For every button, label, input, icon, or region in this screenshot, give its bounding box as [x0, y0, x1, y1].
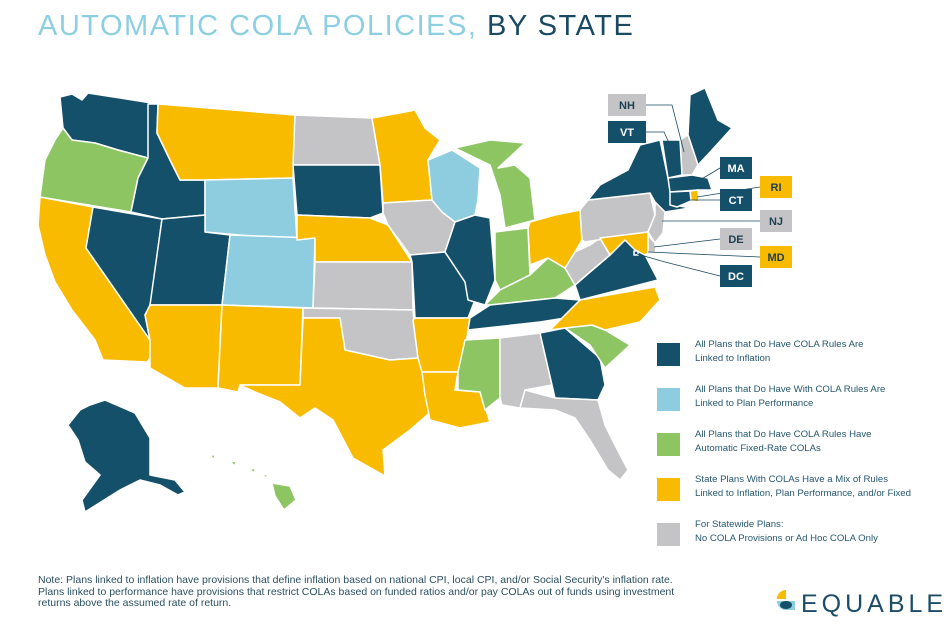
legend-label: All Plans that Do Have With COLA Rules A… [695, 383, 945, 410]
legend-swatch [657, 523, 680, 546]
state-MA[interactable] [667, 174, 713, 193]
title-part-2: BY STATE [486, 10, 635, 42]
callout-NJ[interactable]: NJ [760, 210, 792, 232]
legend-line-2: No COLA Provisions or Ad Hoc COLA Only [695, 532, 878, 544]
leader-MA [699, 167, 721, 181]
legend-item-fixed: All Plans that Do Have COLA Rules Have A… [657, 427, 947, 471]
callout-RI[interactable]: RI [760, 176, 792, 198]
legend-label: State Plans With COLAs Have a Mix of Rul… [695, 473, 945, 500]
state-ND[interactable] [292, 114, 381, 166]
legend-item-performance: All Plans that Do Have With COLA Rules A… [657, 382, 947, 426]
legend-swatch [657, 478, 680, 501]
legend-line-1: All Plans that Do Have COLA Rules Are [695, 339, 864, 350]
svg-text:VT: VT [620, 127, 634, 139]
legend-line-1: All Plans that Do Have With COLA Rules A… [695, 384, 886, 395]
legend-swatch [657, 433, 680, 456]
logo-wordmark: EQUABLE [801, 590, 948, 618]
state-MI[interactable] [454, 139, 536, 229]
small-state-callouts: NH VT MA RI CT NJ DE MD DC [608, 94, 792, 287]
title-part-1: AUTOMATIC COLA POLICIES, [38, 10, 478, 42]
legend-item-none: For Statewide Plans: No COLA Provisions … [657, 517, 947, 561]
legend-line-1: For Statewide Plans: [695, 519, 784, 530]
legend-item-inflation: All Plans that Do Have COLA Rules Are Li… [657, 337, 947, 381]
state-OH[interactable] [527, 209, 583, 269]
footnote: Note: Plans linked to inflation have pro… [38, 574, 675, 609]
legend-line-1: All Plans that Do Have COLA Rules Have [695, 429, 872, 440]
legend-line-2: Linked to Inflation, Plan Performance, a… [695, 487, 911, 499]
callout-DC[interactable]: DC [720, 265, 752, 287]
equable-logo: EQUABLE [775, 584, 945, 624]
state-MD[interactable] [599, 231, 649, 256]
callout-CT[interactable]: CT [720, 189, 752, 211]
leader-DE [653, 238, 721, 248]
map-legend: All Plans that Do Have COLA Rules Are Li… [657, 337, 947, 562]
svg-text:DC: DC [728, 271, 744, 283]
legend-label: All Plans that Do Have COLA Rules Have A… [695, 428, 945, 455]
svg-text:CT: CT [729, 195, 744, 207]
state-TX[interactable] [239, 317, 434, 477]
legend-line-2: Linked to Inflation [695, 352, 771, 364]
legend-line-2: Linked to Plan Performance [695, 397, 814, 409]
page-title: AUTOMATIC COLA POLICIES, BY STATE [38, 10, 634, 43]
state-VT[interactable] [661, 139, 683, 179]
leader-NH [646, 104, 685, 153]
states-layer [37, 87, 733, 513]
state-CO[interactable] [221, 234, 316, 309]
leader-VT [646, 131, 671, 146]
svg-text:NJ: NJ [769, 216, 783, 228]
state-GA[interactable] [539, 327, 606, 401]
state-CT[interactable] [669, 190, 692, 208]
callout-DE[interactable]: DE [720, 228, 752, 250]
state-LA[interactable] [421, 371, 491, 429]
svg-text:NH: NH [619, 100, 635, 112]
svg-text:MD: MD [767, 252, 784, 264]
callout-MA[interactable]: MA [720, 157, 752, 179]
legend-line-1: State Plans With COLAs Have a Mix of Rul… [695, 474, 889, 485]
state-SD[interactable] [292, 164, 384, 219]
callout-VT[interactable]: VT [608, 121, 646, 143]
state-WY[interactable] [204, 177, 298, 241]
state-AK[interactable] [67, 399, 186, 513]
svg-text:RI: RI [771, 182, 782, 194]
state-MT[interactable] [156, 103, 296, 181]
equable-logo-icon [777, 590, 795, 610]
legend-swatch [657, 343, 680, 366]
state-AZ[interactable] [144, 304, 223, 389]
state-KS[interactable] [312, 261, 414, 311]
legend-swatch [657, 388, 680, 411]
state-FL[interactable] [519, 389, 629, 481]
svg-text:MA: MA [727, 163, 744, 175]
state-MN[interactable] [371, 109, 441, 204]
state-HI[interactable] [209, 454, 297, 511]
callout-NH[interactable]: NH [608, 94, 646, 116]
leader-DC [636, 253, 721, 277]
legend-item-mix: State Plans With COLAs Have a Mix of Rul… [657, 472, 947, 516]
svg-text:DE: DE [728, 234, 743, 246]
legend-label: For Statewide Plans: No COLA Provisions … [695, 518, 945, 545]
state-NM[interactable] [217, 304, 304, 393]
state-NC[interactable] [549, 286, 661, 331]
callout-MD[interactable]: MD [760, 246, 792, 268]
leader-MD [647, 251, 761, 258]
legend-line-2: Automatic Fixed-Rate COLAs [695, 442, 821, 454]
legend-label: All Plans that Do Have COLA Rules Are Li… [695, 338, 945, 365]
state-ME[interactable] [687, 87, 733, 166]
